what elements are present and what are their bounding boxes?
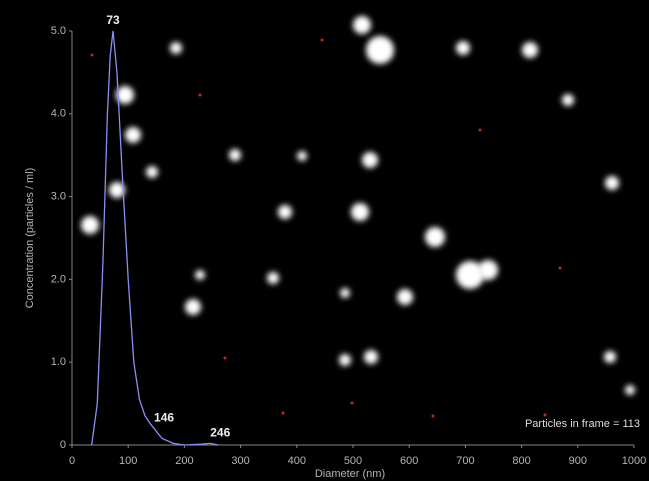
particle-marker xyxy=(223,356,227,360)
particle xyxy=(339,354,351,366)
particle xyxy=(81,216,99,234)
particle-image xyxy=(81,16,635,418)
particle-marker xyxy=(543,413,547,417)
particle xyxy=(267,272,279,284)
series-line xyxy=(91,30,219,446)
y-tick-label: 2.0 xyxy=(51,273,66,285)
particle xyxy=(362,152,378,168)
particle xyxy=(366,36,394,64)
particle xyxy=(116,86,134,104)
y-tick-label: 0 xyxy=(60,439,66,451)
peak-label: 246 xyxy=(210,426,230,440)
particle-marker xyxy=(90,53,94,57)
y-tick-label: 3.0 xyxy=(51,191,66,203)
particle xyxy=(364,350,378,364)
x-tick-label: 300 xyxy=(231,455,249,467)
y-axis-label: Concentration (particles / ml) xyxy=(24,168,36,309)
y-tick-label: 4.0 xyxy=(51,108,66,120)
particle xyxy=(340,288,350,298)
particle xyxy=(456,261,484,289)
particle-marker xyxy=(198,93,202,97)
particle xyxy=(170,42,182,54)
particle xyxy=(278,205,292,219)
particle-marker xyxy=(478,128,482,132)
x-tick-label: 900 xyxy=(569,455,587,467)
particle xyxy=(185,299,201,315)
particle xyxy=(478,260,498,280)
y-tick-label: 5.0 xyxy=(51,25,66,37)
x-tick-label: 600 xyxy=(400,455,418,467)
particle-marker xyxy=(350,401,354,405)
particle xyxy=(195,270,205,280)
particle xyxy=(146,166,158,178)
particle xyxy=(229,149,241,161)
particle xyxy=(604,351,616,363)
particle xyxy=(625,385,635,395)
particle-marker xyxy=(558,266,562,270)
peak-label: 146 xyxy=(154,411,174,425)
x-tick-label: 100 xyxy=(119,455,137,467)
particle xyxy=(522,42,538,58)
x-tick-label: 200 xyxy=(175,455,193,467)
particle-marker xyxy=(281,411,285,415)
particle xyxy=(397,289,413,305)
particle xyxy=(605,176,619,190)
x-tick-label: 500 xyxy=(344,455,362,467)
footnote: Particles in frame = 113 xyxy=(525,418,640,430)
particle xyxy=(456,41,470,55)
particle xyxy=(353,16,371,34)
peak-label: 73 xyxy=(106,13,120,27)
particle xyxy=(562,94,574,106)
x-tick-label: 700 xyxy=(456,455,474,467)
particle xyxy=(425,227,445,247)
particle-marker xyxy=(320,38,324,42)
particle-marker xyxy=(431,414,435,418)
particle xyxy=(125,127,141,143)
particle xyxy=(109,182,125,198)
particle xyxy=(297,151,307,161)
x-tick-label: 800 xyxy=(512,455,530,467)
x-tick-label: 0 xyxy=(69,455,75,467)
x-tick-label: 1000 xyxy=(622,455,646,467)
x-axis-label: Diameter (nm) xyxy=(315,468,385,480)
particle xyxy=(351,203,369,221)
x-tick-label: 400 xyxy=(288,455,306,467)
y-tick-label: 1.0 xyxy=(51,356,66,368)
